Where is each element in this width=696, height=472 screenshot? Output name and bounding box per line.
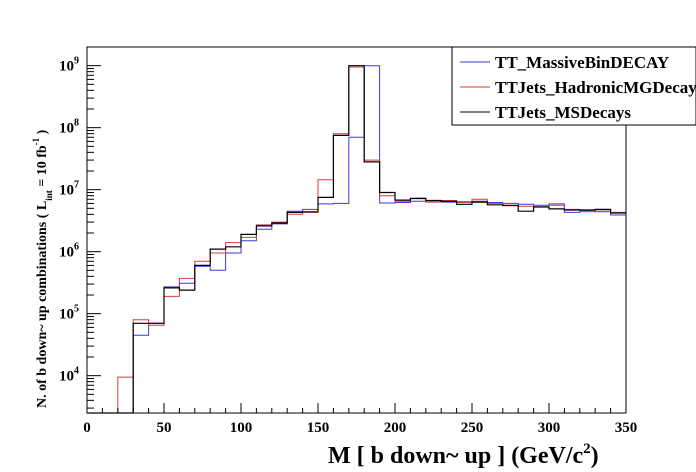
legend-entry-1: TT_MassiveBinDECAY bbox=[460, 53, 669, 72]
legend-box bbox=[451, 46, 696, 126]
y-axis-title-main: N. of b down~ up combinations ( L bbox=[35, 201, 50, 408]
x-tick-label: 350 bbox=[615, 420, 638, 436]
y-axis-title: N. of b down~ up combinations ( Lint = 1… bbox=[31, 129, 54, 408]
x-tick-label: 250 bbox=[461, 420, 484, 436]
legend-label-2: TTJets_HadronicMGDecays bbox=[495, 78, 696, 97]
legend-entry-3: TTJets_MSDecays bbox=[460, 103, 631, 122]
y-tick-label: 109 bbox=[59, 56, 79, 75]
x-tick-label: 50 bbox=[157, 420, 172, 436]
y-axis-title-end: = 10 fb bbox=[35, 145, 50, 190]
x-tick-label: 300 bbox=[538, 420, 561, 436]
y-tick-label: 108 bbox=[59, 118, 79, 137]
y-tick-label: 106 bbox=[59, 242, 79, 261]
plot-frame bbox=[86, 46, 627, 414]
y-tick-label: 107 bbox=[59, 180, 79, 199]
legend-entry-2: TTJets_HadronicMGDecays bbox=[460, 78, 696, 97]
y-axis-ticks: 104 105 106 107 108 109 bbox=[59, 46, 101, 409]
x-axis-title-main: M [ b down~ up ] (GeV/c bbox=[328, 443, 584, 469]
series-layer bbox=[87, 65, 626, 414]
legend: TT_MassiveBinDECAY TTJets_HadronicMGDeca… bbox=[451, 46, 696, 126]
legend-label-3: TTJets_MSDecays bbox=[495, 103, 631, 122]
x-tick-label: 150 bbox=[307, 420, 330, 436]
x-axis-ticks: 0 50 100 150 200 250 300 350 bbox=[83, 403, 637, 436]
x-axis-title-sup: 2 bbox=[583, 441, 591, 457]
legend-label-1: TT_MassiveBinDECAY bbox=[495, 53, 669, 72]
x-tick-label: 100 bbox=[230, 420, 253, 436]
x-axis-title-close: ) bbox=[591, 443, 599, 469]
x-axis-title: M [ b down~ up ] (GeV/c2) bbox=[328, 441, 599, 469]
y-axis-title-close: ) bbox=[35, 129, 50, 138]
y-tick-label: 104 bbox=[59, 366, 79, 385]
y-axis-title-sup: -1 bbox=[31, 137, 41, 145]
x-tick-label: 0 bbox=[83, 420, 91, 436]
y-tick-label: 105 bbox=[59, 304, 79, 323]
series-line-3 bbox=[87, 65, 626, 414]
x-tick-label: 200 bbox=[384, 420, 407, 436]
y-axis-title-sub: int bbox=[44, 190, 54, 201]
